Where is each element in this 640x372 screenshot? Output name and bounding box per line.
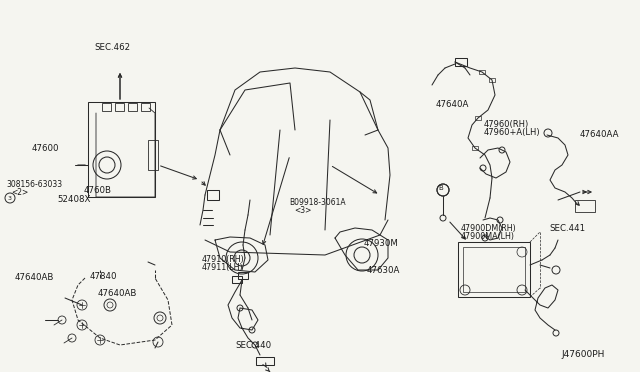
Bar [575,200,595,212]
Text: 4760B: 4760B [83,186,111,195]
Text: SEC.462: SEC.462 [95,43,131,52]
Text: 47840: 47840 [90,272,117,280]
Text: 47640AA: 47640AA [579,130,619,139]
Bar [463,247,525,292]
Bar [207,190,219,200]
Bar [141,103,150,111]
Text: <2>: <2> [12,188,29,197]
Text: 47640A: 47640A [435,100,468,109]
Text: 47900DM(RH): 47900DM(RH) [461,224,516,233]
Text: J47600PH: J47600PH [562,350,605,359]
Text: SEC.440: SEC.440 [236,341,271,350]
Bar [128,103,137,111]
Text: 47630A: 47630A [366,266,399,275]
Bar [88,102,155,197]
Bar [102,103,111,111]
Bar [256,357,274,365]
Bar [232,276,242,283]
Text: 47911(LH): 47911(LH) [202,263,243,272]
Bar [238,272,248,279]
Bar [475,116,481,120]
Text: 47960+A(LH): 47960+A(LH) [483,128,540,137]
Text: 47640AB: 47640AB [14,273,54,282]
Text: 47960(RH): 47960(RH) [483,120,529,129]
Text: B09918-3061A: B09918-3061A [289,198,346,207]
Text: 3: 3 [8,196,12,201]
Bar [458,242,530,297]
Bar [148,140,158,170]
Text: 47600: 47600 [32,144,60,153]
Bar [455,58,467,66]
Text: 47900MA(LH): 47900MA(LH) [461,232,515,241]
Text: 52408X: 52408X [58,195,91,203]
Bar [479,70,485,74]
Text: 47910(RH): 47910(RH) [202,255,244,264]
Text: B: B [438,185,444,191]
Bar [489,78,495,82]
Text: 47930M: 47930M [364,239,398,248]
Bar [115,103,124,111]
Text: SEC.441: SEC.441 [549,224,585,233]
Text: 308156-63033: 308156-63033 [6,180,63,189]
Text: <3>: <3> [294,206,312,215]
Bar [472,146,478,150]
Text: 47640AB: 47640AB [97,289,137,298]
